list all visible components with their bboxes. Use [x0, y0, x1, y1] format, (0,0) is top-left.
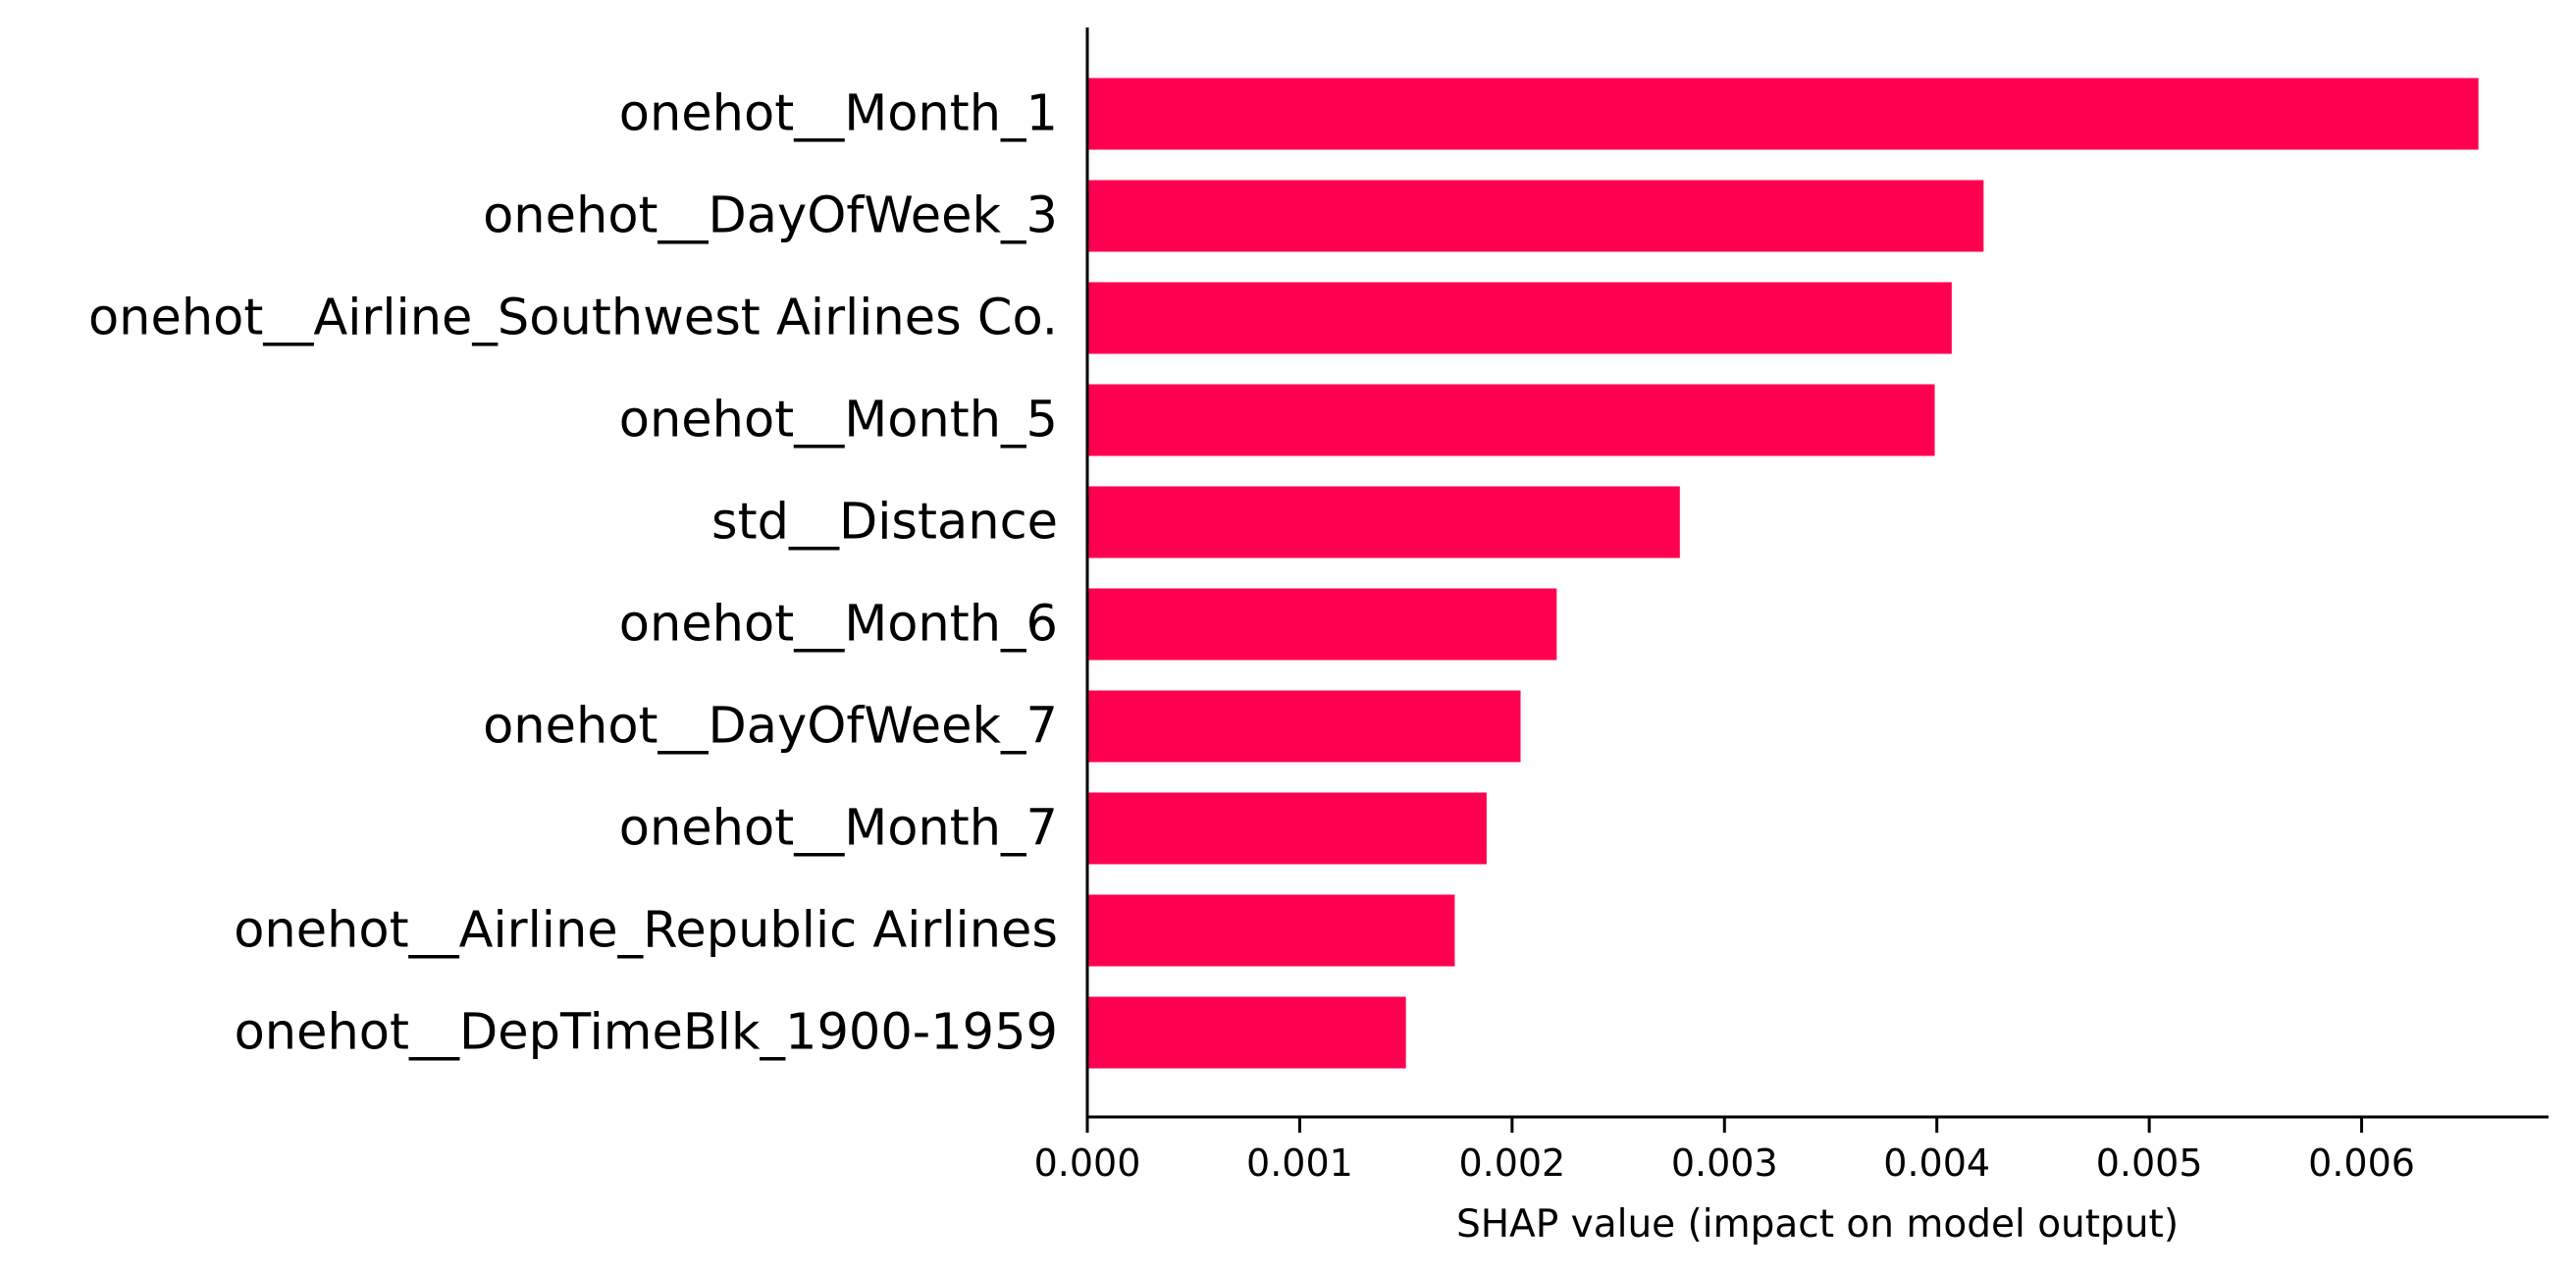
x-tick-label-4: 0.003 — [1671, 1141, 1778, 1185]
bar-4 — [1087, 384, 1935, 456]
feature-label-2: onehot__DayOfWeek_3 — [483, 187, 1058, 245]
x-tick-label-6: 0.005 — [2096, 1141, 2203, 1185]
x-tick-label-3: 0.002 — [1458, 1141, 1565, 1185]
bars-group — [1087, 78, 2479, 1069]
feature-label-6: onehot__Month_6 — [619, 596, 1058, 654]
x-tick-label-2: 0.001 — [1246, 1141, 1353, 1185]
feature-label-4: onehot__Month_5 — [619, 392, 1058, 450]
feature-labels-group: onehot__Month_1 onehot__DayOfWeek_3onehot… — [88, 85, 1058, 1062]
bar-8 — [1087, 792, 1487, 865]
feature-label-1: onehot__Month_1 — [619, 85, 1058, 143]
bar-6 — [1087, 588, 1557, 661]
bar-7 — [1087, 690, 1521, 763]
x-tick-label-5: 0.004 — [1883, 1141, 1990, 1185]
feature-label-8: onehot__Month_7 — [619, 800, 1058, 858]
bar-9 — [1087, 894, 1455, 967]
x-ticks-group: 0.000 0.001 0.002 0.003 0.004 0.005 0.006 — [1034, 1117, 2415, 1185]
feature-label-9: onehot__Airline_Republic Airlines — [234, 902, 1058, 960]
bar-5 — [1087, 486, 1680, 558]
bar-10 — [1087, 996, 1406, 1069]
feature-label-7: onehot__DayOfWeek_7 — [483, 698, 1058, 756]
bar-1 — [1087, 78, 2479, 150]
x-axis-label: SHAP value (impact on model output) — [1456, 1202, 2179, 1247]
x-tick-label-1: 0.000 — [1034, 1141, 1141, 1185]
bar-2 — [1087, 180, 1984, 252]
feature-label-5: std__Distance — [711, 494, 1058, 552]
feature-label-3: onehot__Airline_Southwest Airlines Co. — [88, 290, 1058, 347]
bar-3 — [1087, 282, 1952, 354]
x-tick-label-7: 0.006 — [2308, 1141, 2415, 1185]
feature-label-10: onehot__DepTimeBlk_1900-1959 — [235, 1004, 1058, 1062]
